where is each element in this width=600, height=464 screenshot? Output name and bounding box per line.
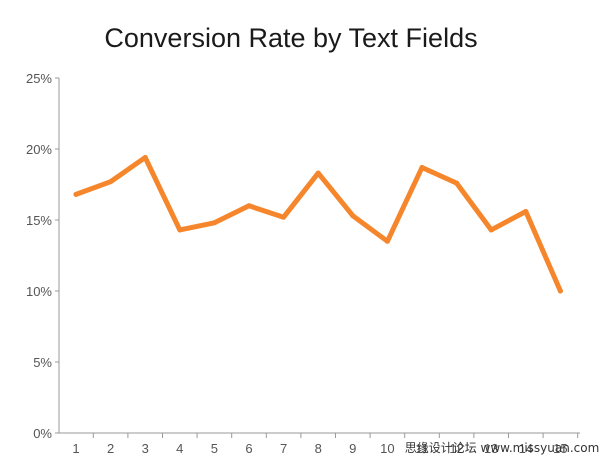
x-tick-label: 10 — [380, 441, 394, 456]
y-axis-ticks: 0% 5% 10% 15% 20% 25% — [26, 71, 59, 441]
data-point — [142, 155, 148, 161]
x-tick-label: 4 — [176, 441, 183, 456]
data-point — [315, 170, 321, 176]
series-group — [73, 155, 563, 294]
x-tick-label: 12 — [449, 441, 463, 456]
y-tick-label: 20% — [26, 142, 52, 157]
x-tick-label: 1 — [72, 441, 79, 456]
data-point — [454, 180, 460, 186]
data-point — [281, 214, 287, 220]
x-tick-label: 8 — [315, 441, 322, 456]
x-tick-label: 13 — [484, 441, 498, 456]
x-tick-label: 5 — [211, 441, 218, 456]
chart-title: Conversion Rate by Text Fields — [104, 23, 477, 53]
x-tick-label: 9 — [349, 441, 356, 456]
y-tick-label: 0% — [33, 426, 52, 441]
data-point — [419, 164, 425, 170]
data-point — [211, 220, 217, 226]
y-tick-label: 10% — [26, 284, 52, 299]
series-line — [73, 155, 563, 294]
data-point — [246, 203, 252, 209]
data-point — [73, 191, 79, 197]
y-tick-label: 15% — [26, 213, 52, 228]
y-tick-label: 5% — [33, 355, 52, 370]
data-point — [557, 288, 563, 294]
x-tick-label: 2 — [107, 441, 114, 456]
x-axis-ticks: 1 2 3 4 5 6 7 8 9 10 11 12 13 14 15 — [72, 433, 579, 456]
x-tick-label: 11 — [415, 441, 429, 456]
data-point — [488, 227, 494, 233]
data-point — [108, 179, 114, 185]
data-point — [384, 238, 390, 244]
y-tick-label: 25% — [26, 71, 52, 86]
x-tick-label: 15 — [553, 441, 567, 456]
axes — [58, 78, 580, 434]
x-tick-label: 6 — [245, 441, 252, 456]
data-point — [177, 227, 183, 233]
data-point — [350, 213, 356, 219]
data-point — [523, 208, 529, 214]
watermark-text: 思缘设计论坛 www.missyuan.com — [405, 441, 600, 455]
x-tick-label: 7 — [280, 441, 287, 456]
x-tick-label: 14 — [519, 441, 533, 456]
x-tick-label: 3 — [142, 441, 149, 456]
